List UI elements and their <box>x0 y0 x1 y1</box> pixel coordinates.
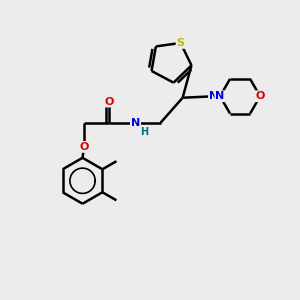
Text: N: N <box>215 91 225 101</box>
Text: H: H <box>140 127 148 137</box>
Text: S: S <box>177 38 184 48</box>
Text: N: N <box>209 91 218 101</box>
Text: N: N <box>131 118 140 128</box>
Text: O: O <box>255 91 265 101</box>
Text: O: O <box>104 97 114 106</box>
Text: O: O <box>79 142 89 152</box>
